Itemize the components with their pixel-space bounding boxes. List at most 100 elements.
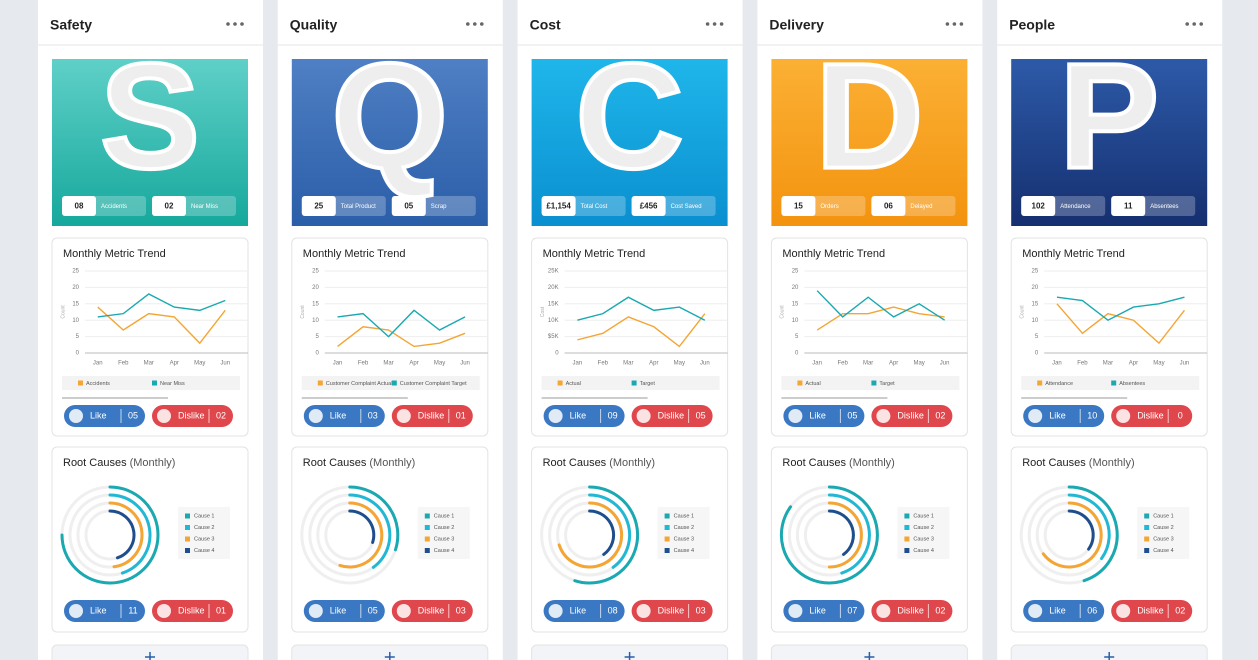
more-dot — [480, 22, 484, 26]
ring-arc — [1041, 501, 1103, 569]
dislike-button[interactable]: Dislike 02 — [871, 405, 953, 427]
dislike-button[interactable]: Dislike 0 — [1111, 405, 1193, 427]
stat-value: 102 — [1032, 202, 1046, 211]
legend-label: Cause 1 — [674, 513, 695, 519]
stat-label: Near Miss — [191, 204, 218, 210]
like-button[interactable]: Like 05 — [303, 600, 385, 622]
legend-swatch — [557, 380, 563, 386]
ring-arc — [1067, 485, 1119, 583]
dislike-button[interactable]: Dislike 03 — [391, 600, 473, 622]
button-count: 05 — [696, 410, 706, 420]
legend-label: Cause 4 — [1153, 548, 1174, 554]
button-count: 10 — [1087, 410, 1097, 420]
ring-arc — [338, 501, 384, 569]
button-label: Like — [90, 605, 107, 615]
plus-icon — [145, 652, 155, 660]
legend-label: Actual — [566, 381, 581, 387]
y-tick-label: 15 — [792, 301, 799, 307]
button-label: Dislike — [658, 605, 685, 615]
y-tick-label: 5 — [76, 334, 80, 340]
button-count: 05 — [368, 605, 378, 615]
legend-swatch — [664, 536, 670, 542]
ring-arc — [588, 493, 632, 569]
plus-icon — [864, 652, 875, 660]
legend-swatch — [664, 525, 670, 530]
x-tick-label: Feb — [358, 361, 369, 367]
legend-swatch — [664, 548, 670, 553]
x-tick-label: Mar — [623, 361, 633, 367]
like-button[interactable]: Like 06 — [1023, 600, 1105, 622]
legend-label: Cause 2 — [434, 525, 455, 531]
like-button[interactable]: Like 09 — [543, 405, 625, 427]
dislike-button[interactable]: Dislike 01 — [391, 405, 473, 427]
dislike-button[interactable]: Dislike 05 — [631, 405, 713, 427]
trend-line — [1056, 303, 1186, 345]
legend-swatch — [1144, 513, 1150, 519]
x-tick-label: Feb — [1077, 361, 1088, 367]
trend-line — [337, 309, 466, 338]
button-label: Dislike — [418, 410, 445, 420]
more-dot — [959, 22, 964, 26]
button-count: 09 — [608, 410, 618, 420]
button-count: 05 — [847, 410, 857, 420]
y-tick-label: 5 — [795, 334, 799, 340]
causes-title: Root Causes (Monthly) — [63, 457, 175, 469]
causes-title: Root Causes (Monthly) — [782, 457, 894, 469]
legend-swatch — [797, 380, 803, 386]
like-button[interactable]: Like 05 — [783, 405, 865, 427]
tile-letter: S — [100, 32, 200, 200]
legend-label: Cause 2 — [1153, 525, 1174, 531]
x-tick-label: Jan — [93, 361, 103, 367]
legend-box — [301, 376, 480, 390]
plus-icon — [384, 652, 395, 660]
ring-arc — [1067, 493, 1111, 561]
y-tick-label: 25 — [792, 269, 799, 275]
like-button[interactable]: Like 08 — [543, 600, 625, 622]
ring-arc — [108, 509, 136, 560]
legend-label: Cause 3 — [913, 536, 934, 542]
stat-value: £1,154 — [546, 202, 571, 211]
y-tick-label: 20K — [548, 285, 559, 291]
dislike-button[interactable]: Dislike 02 — [1111, 600, 1193, 622]
y-axis-label: Count — [780, 305, 786, 319]
like-button[interactable]: Like 03 — [303, 405, 385, 427]
button-label: Like — [809, 605, 826, 615]
button-count: 08 — [608, 605, 618, 615]
like-button[interactable]: Like 07 — [783, 600, 865, 622]
like-button[interactable]: Like 05 — [64, 405, 145, 427]
legend-swatch — [152, 380, 157, 386]
more-dot — [226, 22, 230, 26]
trend-title: Monthly Metric Trend — [782, 248, 885, 260]
stat-value-box — [391, 196, 426, 216]
stat-value: 15 — [794, 202, 803, 211]
dislike-button[interactable]: Dislike 02 — [152, 405, 233, 427]
like-button[interactable]: Like 11 — [64, 600, 145, 622]
stat-value: 02 — [165, 202, 174, 211]
ring-arc — [827, 509, 855, 556]
button-count: 03 — [456, 605, 466, 615]
dislike-button[interactable]: Dislike 01 — [152, 600, 233, 622]
legend-label: Cause 3 — [434, 536, 455, 542]
y-tick-label: 25K — [548, 269, 559, 275]
x-tick-label: Mar — [1103, 361, 1113, 367]
like-button[interactable]: Like 10 — [1023, 405, 1105, 427]
button-label: Dislike — [1137, 605, 1164, 615]
stat-value-box — [62, 196, 96, 216]
causes-title-main: Root Causes — [303, 457, 367, 469]
legend-label: Cause 4 — [194, 548, 215, 554]
y-tick-label: 0 — [795, 351, 799, 357]
stat-value: 06 — [884, 202, 893, 211]
legend-swatch — [1111, 380, 1117, 386]
legend-swatch — [1144, 548, 1150, 553]
x-tick-label: Jun — [700, 361, 710, 367]
ring-arc — [108, 493, 152, 575]
dislike-button[interactable]: Dislike 02 — [871, 600, 953, 622]
causes-title-main: Root Causes — [1022, 457, 1086, 469]
dislike-button[interactable]: Dislike 03 — [631, 600, 713, 622]
button-count: 02 — [935, 605, 945, 615]
legend-label: Cause 3 — [1153, 536, 1174, 542]
x-tick-label: Jun — [1180, 361, 1190, 367]
legend-swatch — [424, 513, 430, 519]
trend-line — [337, 326, 466, 348]
legend-swatch — [1144, 536, 1150, 542]
